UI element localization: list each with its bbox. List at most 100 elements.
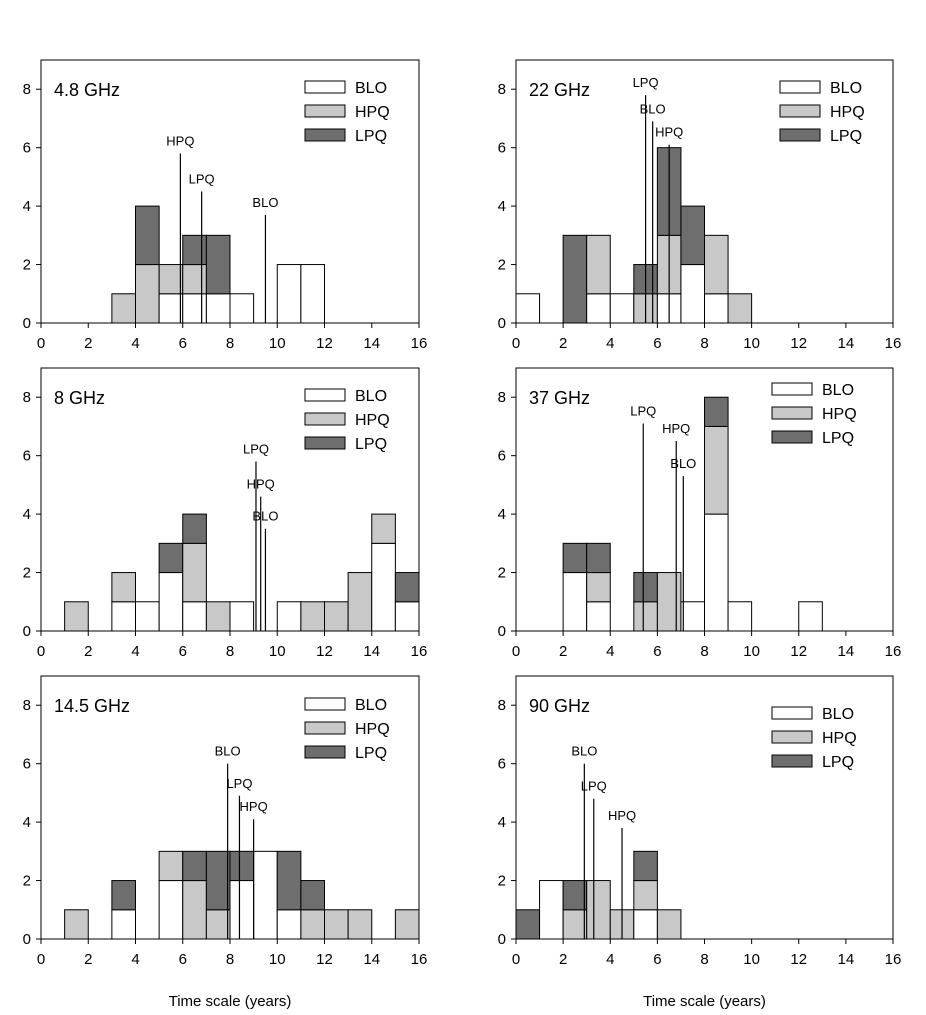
bar-blo-bin-5 — [158, 880, 184, 940]
bar-lpq-bin-11 — [300, 880, 325, 911]
legend-swatch-lpq — [304, 128, 346, 142]
bar-lpq-bin-15 — [394, 572, 420, 603]
x-tick-label: 16 — [411, 951, 428, 968]
legend-label-lpq: LPQ — [355, 128, 387, 145]
marker-label-hpq: HPQ — [662, 421, 690, 436]
bar-blo-bin-12 — [798, 601, 823, 632]
x-tick-label: 2 — [84, 335, 92, 352]
bar-hpq-bin-3 — [111, 293, 136, 324]
bar-blo-bin-6 — [182, 601, 207, 632]
bar-hpq-bin-11 — [300, 909, 325, 940]
x-tick-label: 16 — [885, 335, 902, 352]
bar-hpq-bin-8 — [704, 234, 729, 295]
bar-hpq-bin-14 — [371, 513, 396, 544]
legend-swatch-blo — [771, 706, 813, 720]
bar-lpq-bin-0 — [515, 909, 541, 940]
y-tick-label: 6 — [498, 140, 506, 157]
x-tick-label: 8 — [700, 643, 708, 660]
bar-hpq-bin-7 — [205, 909, 231, 940]
marker-label-hpq: HPQ — [655, 125, 683, 140]
legend-swatch-blo — [304, 697, 346, 711]
x-tick-label: 14 — [838, 951, 855, 968]
x-tick-label: 0 — [512, 335, 520, 352]
x-tick-label: 4 — [131, 951, 139, 968]
x-tick-label: 2 — [559, 335, 567, 352]
marker-label-lpq: LPQ — [243, 442, 269, 457]
chart-panel-5: BLO LPQ HPQ 0 2 4 6 8 0 2 4 6 8 10 12 14 16 14.5 GHz BLO HP… — [23, 675, 428, 1010]
bar-lpq-bin-10 — [276, 850, 302, 911]
legend-swatch-lpq — [779, 128, 821, 142]
bar-hpq-bin-6 — [656, 909, 682, 940]
bar-hpq-bin-8 — [704, 425, 729, 515]
legend-swatch-lpq — [771, 430, 813, 444]
bar-lpq-bin-7 — [680, 205, 705, 266]
legend-swatch-lpq — [304, 436, 346, 450]
legend-swatch-hpq — [779, 104, 821, 118]
bar-lpq-bin-2 — [562, 880, 588, 911]
y-tick-label: 0 — [23, 623, 31, 640]
legend-label-hpq: HPQ — [822, 406, 857, 423]
bar-blo-bin-0 — [515, 293, 541, 324]
x-tick-label: 6 — [653, 951, 661, 968]
bar-hpq-bin-5 — [158, 264, 184, 295]
y-tick-label: 8 — [23, 389, 31, 406]
bar-blo-bin-5 — [158, 293, 184, 324]
bar-blo-bin-7 — [680, 264, 705, 324]
y-tick-label: 0 — [498, 623, 506, 640]
legend-label-hpq: HPQ — [830, 104, 865, 121]
bar-lpq-bin-3 — [111, 880, 136, 911]
x-tick-label: 12 — [316, 951, 333, 968]
legend-label-blo: BLO — [830, 80, 862, 97]
bar-hpq-bin-3 — [111, 572, 136, 603]
bar-blo-bin-2 — [562, 572, 588, 632]
x-tick-label: 0 — [512, 951, 520, 968]
marker-label-hpq: HPQ — [247, 477, 275, 492]
marker-label-lpq: LPQ — [630, 404, 656, 419]
x-tick-label: 10 — [743, 335, 760, 352]
legend-label-blo: BLO — [822, 706, 854, 723]
bar-blo-bin-1 — [539, 880, 564, 940]
legend-label-blo: BLO — [355, 388, 387, 405]
marker-label-blo: BLO — [215, 744, 241, 759]
bar-blo-bin-10 — [276, 601, 302, 632]
y-tick-label: 6 — [498, 448, 506, 465]
x-axis-label: Time scale (years) — [169, 993, 292, 1010]
bar-hpq-bin-9 — [727, 293, 753, 324]
legend-swatch-hpq — [304, 721, 346, 735]
x-tick-label: 8 — [700, 335, 708, 352]
x-tick-label: 6 — [179, 643, 187, 660]
legend-swatch-hpq — [304, 104, 346, 118]
bar-hpq-bin-6 — [182, 880, 207, 940]
x-tick-label: 8 — [226, 951, 234, 968]
bar-hpq-bin-3 — [586, 880, 611, 940]
y-tick-label: 8 — [498, 697, 506, 714]
y-tick-label: 2 — [23, 257, 31, 274]
y-tick-label: 2 — [23, 873, 31, 890]
y-tick-label: 4 — [23, 814, 31, 831]
bar-hpq-bin-12 — [324, 909, 349, 940]
bar-blo-bin-11 — [300, 264, 325, 324]
bar-hpq-bin-13 — [347, 572, 373, 632]
bar-lpq-bin-6 — [182, 513, 207, 544]
y-tick-label: 0 — [23, 315, 31, 332]
marker-label-lpq: LPQ — [189, 172, 215, 187]
bar-hpq-bin-11 — [300, 601, 325, 632]
legend-label-lpq: LPQ — [355, 436, 387, 453]
marker-label-blo: BLO — [640, 101, 666, 116]
x-tick-label: 8 — [226, 335, 234, 352]
bar-blo-bin-14 — [371, 542, 396, 632]
y-tick-label: 2 — [498, 257, 506, 274]
y-tick-label: 6 — [23, 448, 31, 465]
bar-blo-bin-6 — [182, 293, 207, 324]
panel-title: 4.8 GHz — [54, 80, 120, 100]
x-tick-label: 10 — [743, 643, 760, 660]
y-tick-label: 8 — [23, 697, 31, 714]
legend-label-lpq: LPQ — [822, 430, 854, 447]
y-tick-label: 8 — [498, 389, 506, 406]
bar-blo-bin-10 — [276, 909, 302, 940]
bar-hpq-bin-6 — [656, 572, 682, 632]
bar-blo-bin-3 — [111, 909, 136, 940]
legend-label-hpq: HPQ — [355, 412, 390, 429]
x-tick-label: 12 — [790, 335, 807, 352]
